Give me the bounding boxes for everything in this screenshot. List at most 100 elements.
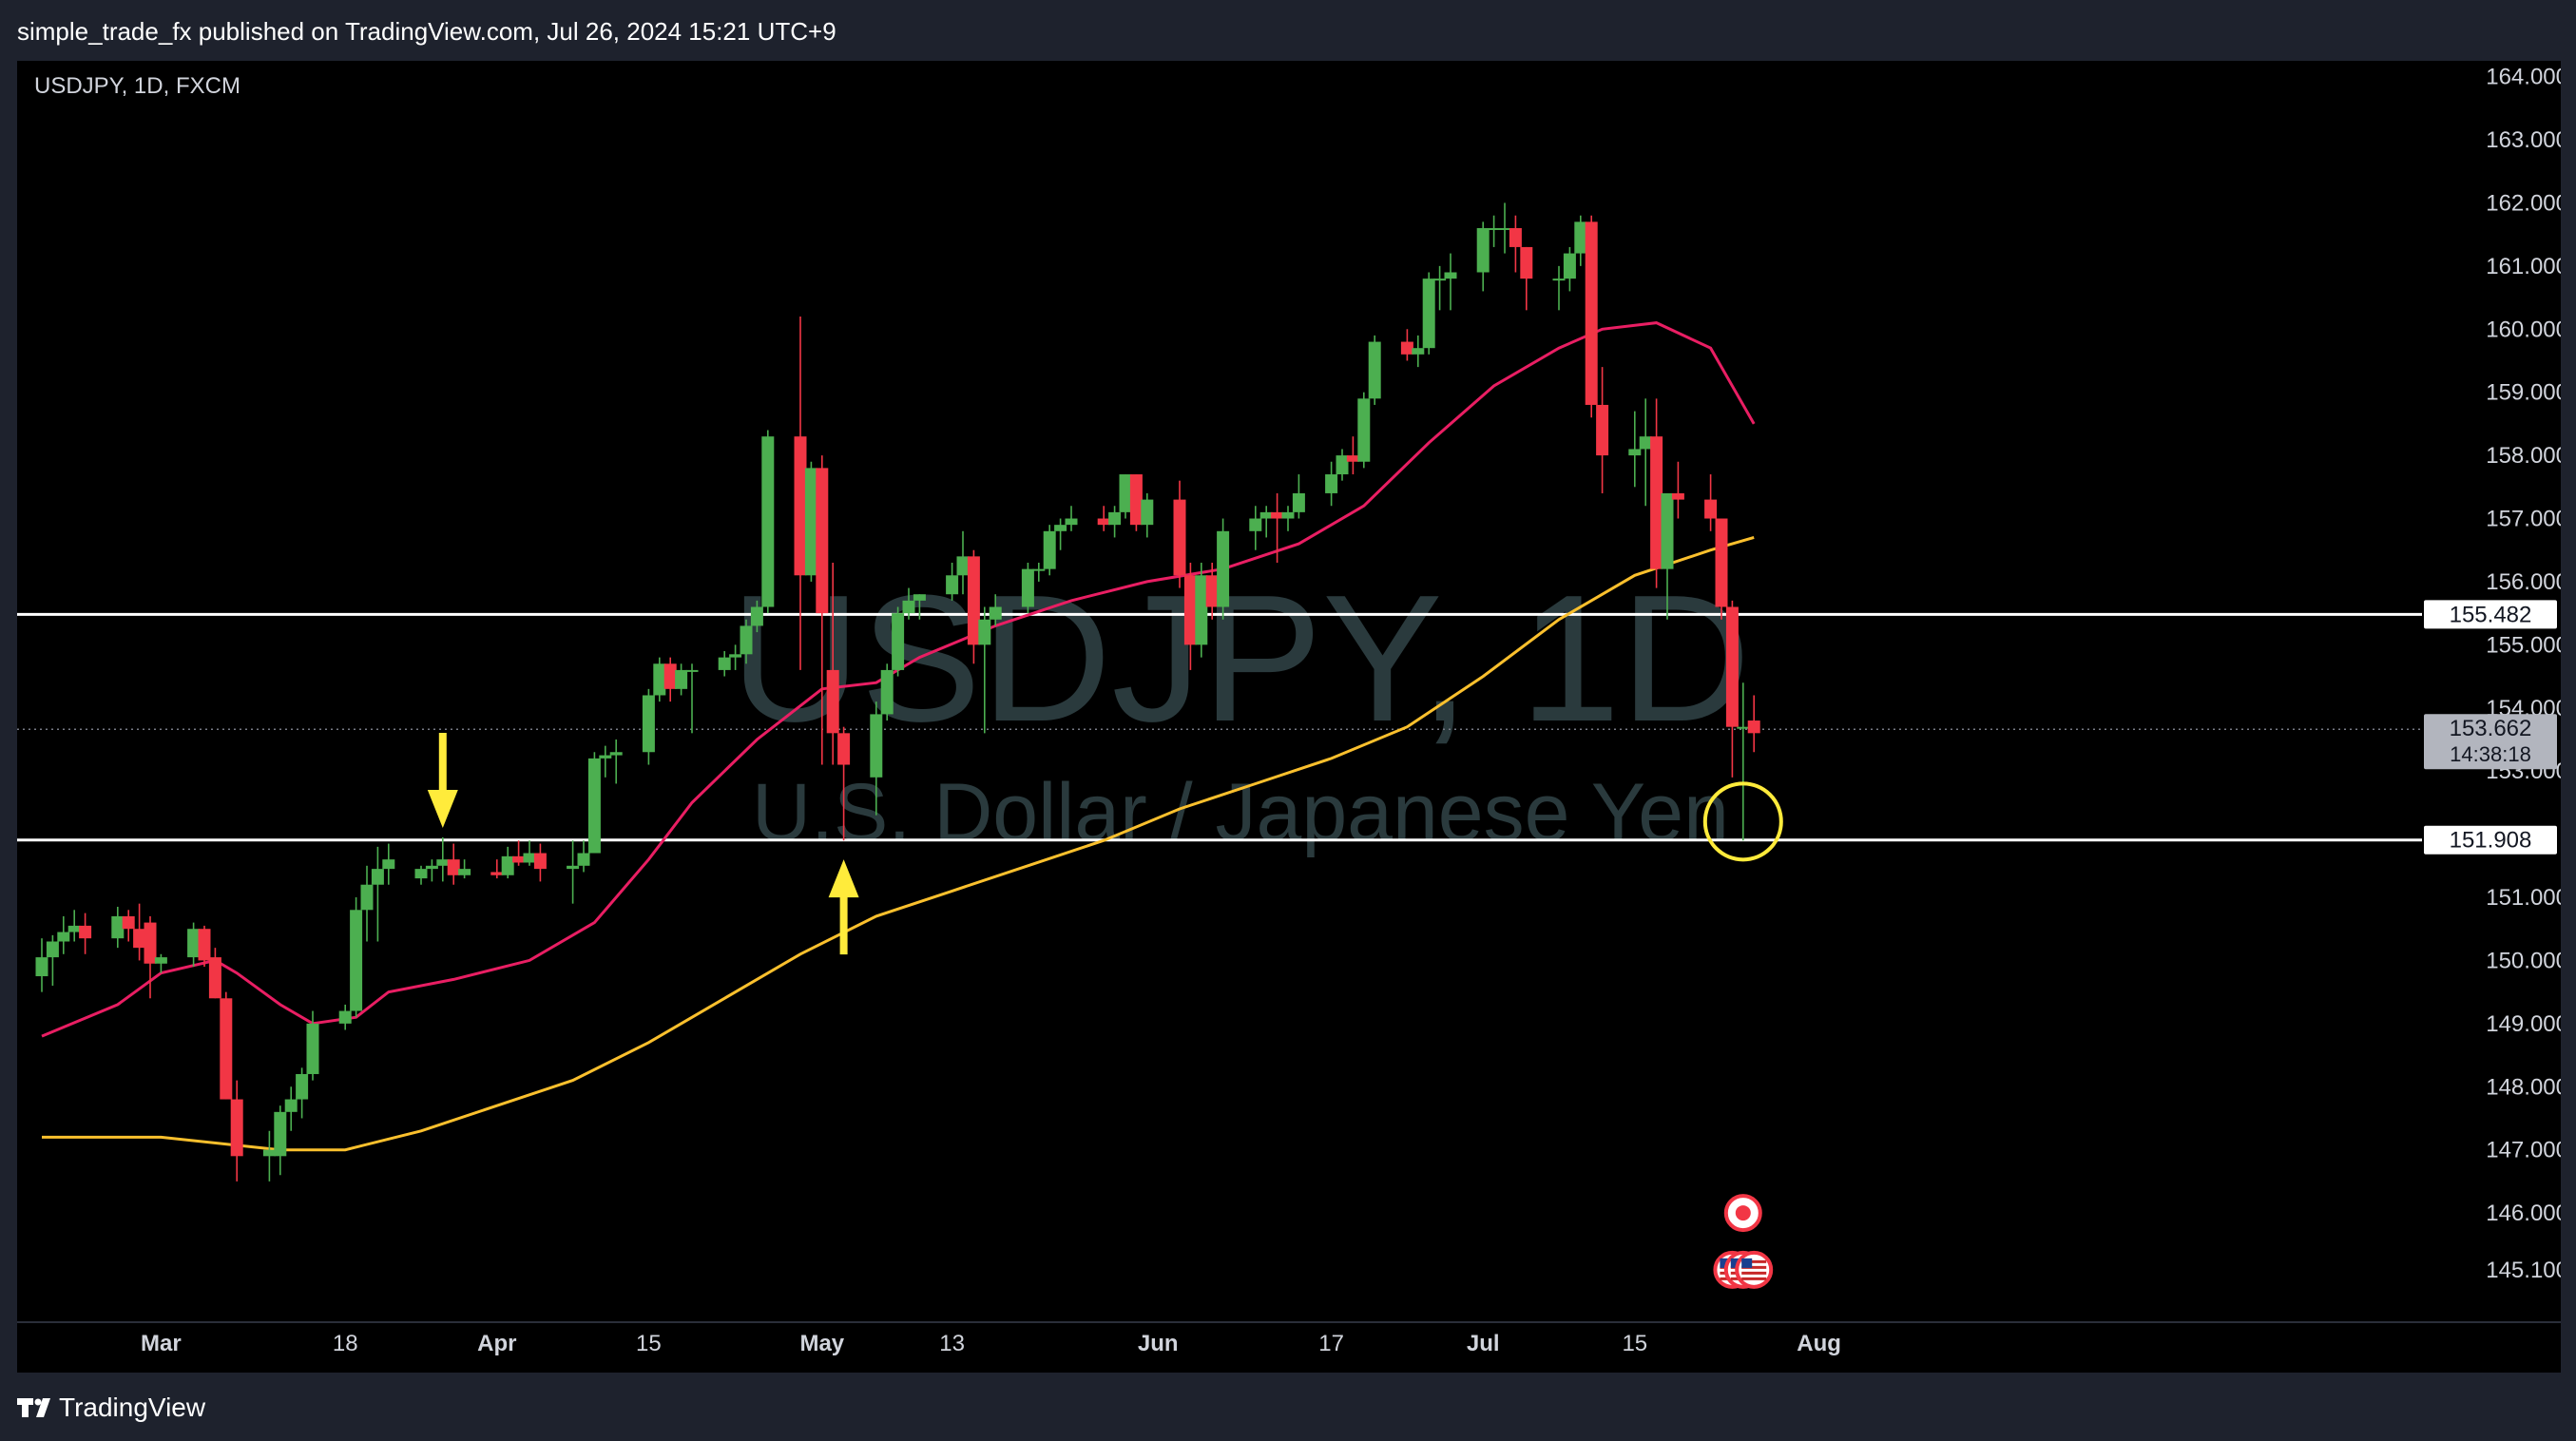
candle-body [1412, 348, 1425, 355]
x-tick-label: Jul [1467, 1331, 1500, 1356]
candle-body [133, 929, 146, 949]
candle-up [1108, 506, 1122, 538]
horizontal-levels [17, 612, 2422, 842]
us-flag-canton [1741, 1258, 1753, 1268]
candle-body [111, 915, 125, 939]
candle-up [46, 934, 59, 986]
candle-body [653, 663, 666, 696]
candle-down [1097, 506, 1110, 531]
candle-body [913, 594, 926, 601]
x-tick-label: Mar [141, 1331, 182, 1356]
y-tick-label: 148.000 [2486, 1074, 2561, 1100]
candle-body [675, 669, 688, 689]
candle-body [144, 922, 157, 964]
y-tick-label: 164.000 [2486, 65, 2561, 90]
candle-body [1650, 436, 1663, 569]
candlestick-chart[interactable]: USDJPY, 1D U.S. Dollar / Japanese Yen 16… [17, 61, 2561, 1373]
candle-up [187, 922, 201, 968]
us-flag-stripe [1741, 1265, 1767, 1269]
tradingview-logo[interactable]: TradingView [17, 1393, 205, 1422]
candle-body [1552, 279, 1566, 281]
candle-body [512, 855, 526, 863]
candle-up [1281, 506, 1295, 531]
us-flag-stripe [1741, 1277, 1767, 1280]
candle-up [599, 745, 612, 778]
price-label-box [2424, 825, 2557, 855]
time-axis[interactable]: Mar 18 Apr 15 May 13 Jun 17 Jul 15 Aug [17, 1321, 2561, 1356]
event-markers [1713, 1194, 1774, 1289]
candle-body [1141, 499, 1154, 526]
candle-body [1747, 720, 1760, 734]
candle-body [1032, 568, 1046, 571]
candle-body [296, 1073, 309, 1100]
candle-body [1422, 279, 1435, 349]
candle-down [826, 563, 839, 765]
candle-down [1173, 480, 1186, 588]
candle-up [913, 594, 926, 620]
candle-body [1325, 474, 1338, 493]
candle-down [1671, 461, 1684, 519]
candle-up [989, 594, 1002, 626]
candle-up [284, 1086, 298, 1131]
y-tick-label: 157.000 [2486, 507, 2561, 532]
candle-body [1054, 525, 1067, 531]
candle-body [837, 733, 851, 765]
candle-body [436, 859, 450, 866]
ema-slow-line [42, 535, 1755, 1152]
candle-body [1217, 530, 1230, 607]
us-flag-canton [1730, 1258, 1741, 1268]
candle-body [198, 929, 211, 961]
us-flag-stripe [1741, 1259, 1767, 1263]
candle-body [1281, 511, 1295, 519]
us-flag-canton [1720, 1258, 1731, 1268]
candle-body [262, 1149, 276, 1157]
y-tick-label: 162.000 [2486, 190, 2561, 216]
candle-body [35, 957, 48, 977]
candle-up [1357, 392, 1371, 469]
candle-down [447, 843, 460, 885]
candle-down [79, 913, 92, 954]
candle-body [1520, 246, 1533, 279]
candle-up [1217, 518, 1230, 620]
candle-up [1737, 682, 1750, 841]
candle-body [284, 1099, 298, 1112]
candle-body [1737, 726, 1750, 729]
candle-down [1205, 563, 1219, 620]
candle-body [1488, 228, 1501, 231]
candle-body [967, 556, 980, 645]
candle-up [1661, 492, 1674, 620]
candle-body [187, 929, 201, 958]
candle-body [1108, 511, 1122, 526]
candle-body [1195, 575, 1208, 645]
y-tick-label: 149.000 [2486, 1011, 2561, 1037]
candle-body [458, 869, 471, 875]
candle-body [79, 925, 92, 939]
candle-body [67, 925, 81, 932]
candle-up [761, 430, 775, 614]
candle-up [382, 843, 395, 885]
candle-down [967, 549, 980, 664]
y-tick-label: 161.000 [2486, 254, 2561, 279]
candle-up [718, 650, 731, 677]
candle-body [577, 853, 590, 866]
candle-body [447, 859, 460, 875]
candle-up [1368, 335, 1381, 405]
us-flag-ring [1735, 1250, 1774, 1289]
price-label-countdown: 14:38:18 [2450, 742, 2531, 766]
price-axis[interactable]: 164.000 163.000 162.000 161.000 160.000 159.0… [2424, 65, 2561, 1283]
x-tick-label: 15 [1622, 1331, 1647, 1356]
candle-body [1563, 253, 1576, 279]
x-tick-label: Aug [1797, 1331, 1841, 1356]
candle-up [436, 836, 450, 882]
candle-down [1271, 492, 1284, 564]
candle-up [1032, 563, 1046, 582]
price-label-value: 151.908 [2450, 828, 2532, 854]
symbol-legend: USDJPY, 1D, FXCM [34, 73, 240, 99]
candle-body [794, 436, 807, 576]
candle-body [533, 853, 547, 870]
candle-body [870, 714, 883, 778]
candle-up [892, 606, 905, 677]
candle-down [1585, 215, 1598, 418]
candle-up [1639, 398, 1652, 507]
